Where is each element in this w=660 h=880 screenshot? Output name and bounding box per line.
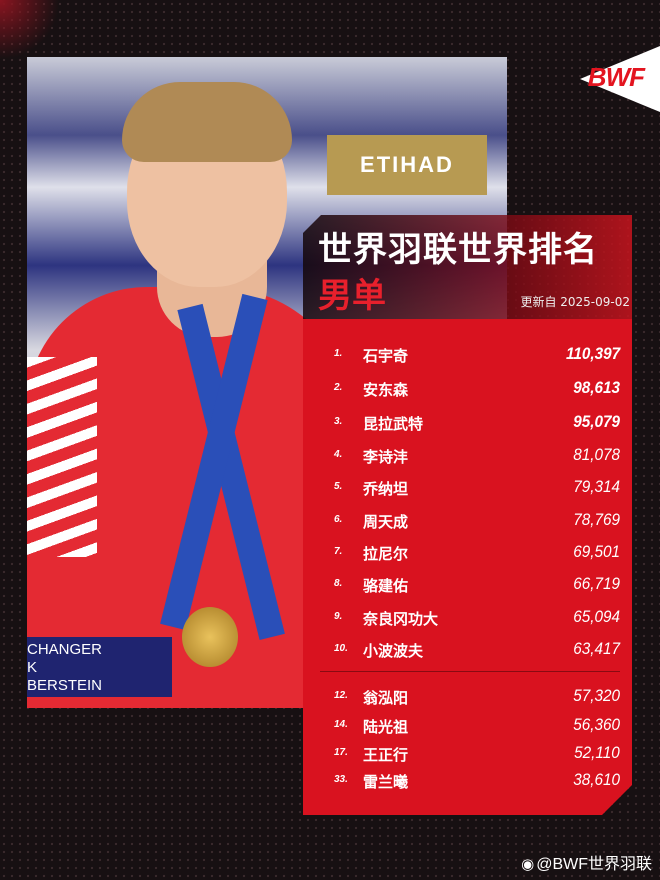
player-name: 翁泓阳 bbox=[363, 689, 409, 707]
bwf-logo: BWF bbox=[587, 62, 645, 92]
player-name: 拉尼尔 bbox=[363, 545, 409, 563]
ranking-row: 33. 雷兰曦 38,610 bbox=[303, 769, 632, 793]
rank-number: 5. bbox=[334, 481, 343, 492]
sponsor-board: ETIHAD bbox=[327, 135, 487, 195]
player-name: 安东森 bbox=[363, 381, 409, 399]
rank-number: 12. bbox=[334, 690, 348, 701]
background-glow bbox=[0, 0, 60, 60]
player-points: 38,610 bbox=[573, 770, 620, 789]
player-name: 陆光祖 bbox=[363, 718, 409, 736]
weibo-icon: ◉ bbox=[521, 856, 535, 873]
photo-banner: CHANGER K BERSTEIN bbox=[27, 637, 172, 697]
ranking-header-panel bbox=[303, 215, 632, 319]
ranking-row: 10. 小波波夫 63,417 bbox=[303, 638, 632, 662]
ranking-row: 9. 奈良冈功大 65,094 bbox=[303, 606, 632, 630]
rank-number: 4. bbox=[334, 449, 343, 460]
ranking-row: 1. 石宇奇 110,397 bbox=[303, 343, 632, 367]
player-name: 小波波夫 bbox=[363, 642, 424, 660]
rank-number: 17. bbox=[334, 747, 348, 758]
gold-medal bbox=[182, 607, 238, 667]
player-points: 65,094 bbox=[573, 607, 620, 626]
ranking-row: 4. 李诗沣 81,078 bbox=[303, 444, 632, 468]
player-points: 110,397 bbox=[565, 344, 620, 363]
rank-number: 8. bbox=[334, 578, 343, 589]
ranking-row: 12. 翁泓阳 57,320 bbox=[303, 685, 632, 709]
player-name: 王正行 bbox=[363, 746, 409, 764]
rank-number: 6. bbox=[334, 514, 343, 525]
update-date: 更新自 2025-09-02 bbox=[520, 295, 630, 309]
rank-number: 9. bbox=[334, 611, 343, 622]
shirt-stripes bbox=[27, 357, 97, 557]
ranking-row: 7. 拉尼尔 69,501 bbox=[303, 541, 632, 565]
page-title: 世界羽联世界排名 bbox=[318, 230, 598, 270]
ranking-list: 1. 石宇奇 110,397 2. 安东森 98,613 3. 昆拉武特 95,079 4. 李诗沣… bbox=[303, 319, 632, 815]
ranking-row: 6. 周天成 78,769 bbox=[303, 509, 632, 533]
rank-number: 1. bbox=[334, 348, 343, 359]
category-label: 男单 bbox=[318, 276, 386, 316]
player-name: 李诗沣 bbox=[363, 448, 409, 466]
player-name: 骆建佑 bbox=[363, 577, 409, 595]
rank-number: 7. bbox=[334, 546, 343, 557]
ranking-row: 17. 王正行 52,110 bbox=[303, 742, 632, 766]
player-points: 57,320 bbox=[573, 686, 620, 705]
footer-handle: ◉ @BWF世界羽联 bbox=[521, 850, 652, 874]
player-name: 周天成 bbox=[363, 513, 409, 531]
banner-line: BERSTEIN bbox=[27, 677, 103, 694]
ranking-row: 2. 安东森 98,613 bbox=[303, 377, 632, 401]
player-name: 石宇奇 bbox=[363, 347, 409, 365]
weibo-handle: @BWF世界羽联 bbox=[536, 856, 652, 873]
player-name: 昆拉武特 bbox=[363, 415, 424, 433]
ranking-row: 3. 昆拉武特 95,079 bbox=[303, 411, 632, 435]
ranking-row: 14. 陆光祖 56,360 bbox=[303, 714, 632, 738]
player-name: 奈良冈功大 bbox=[363, 610, 439, 628]
player-points: 78,769 bbox=[573, 510, 620, 529]
rank-number: 14. bbox=[334, 719, 348, 730]
player-points: 66,719 bbox=[573, 574, 620, 593]
player-points: 56,360 bbox=[573, 715, 620, 734]
player-points: 81,078 bbox=[573, 445, 620, 464]
player-points: 98,613 bbox=[573, 378, 620, 397]
divider bbox=[320, 671, 620, 672]
player-points: 95,079 bbox=[573, 412, 620, 431]
rank-number: 33. bbox=[334, 774, 348, 785]
player-points: 79,314 bbox=[573, 477, 620, 496]
rank-number: 2. bbox=[334, 382, 343, 393]
player-points: 69,501 bbox=[573, 542, 620, 561]
ranking-row: 8. 骆建佑 66,719 bbox=[303, 573, 632, 597]
banner-line: CHANGER bbox=[27, 641, 103, 658]
ranking-row: 5. 乔纳坦 79,314 bbox=[303, 476, 632, 500]
player-points: 52,110 bbox=[574, 743, 620, 762]
banner-line: K bbox=[27, 659, 38, 676]
rank-number: 3. bbox=[334, 416, 343, 427]
player-hair bbox=[122, 82, 292, 162]
player-points: 63,417 bbox=[573, 639, 620, 658]
player-name: 雷兰曦 bbox=[363, 773, 409, 791]
rank-number: 10. bbox=[334, 643, 348, 654]
player-name: 乔纳坦 bbox=[363, 480, 409, 498]
